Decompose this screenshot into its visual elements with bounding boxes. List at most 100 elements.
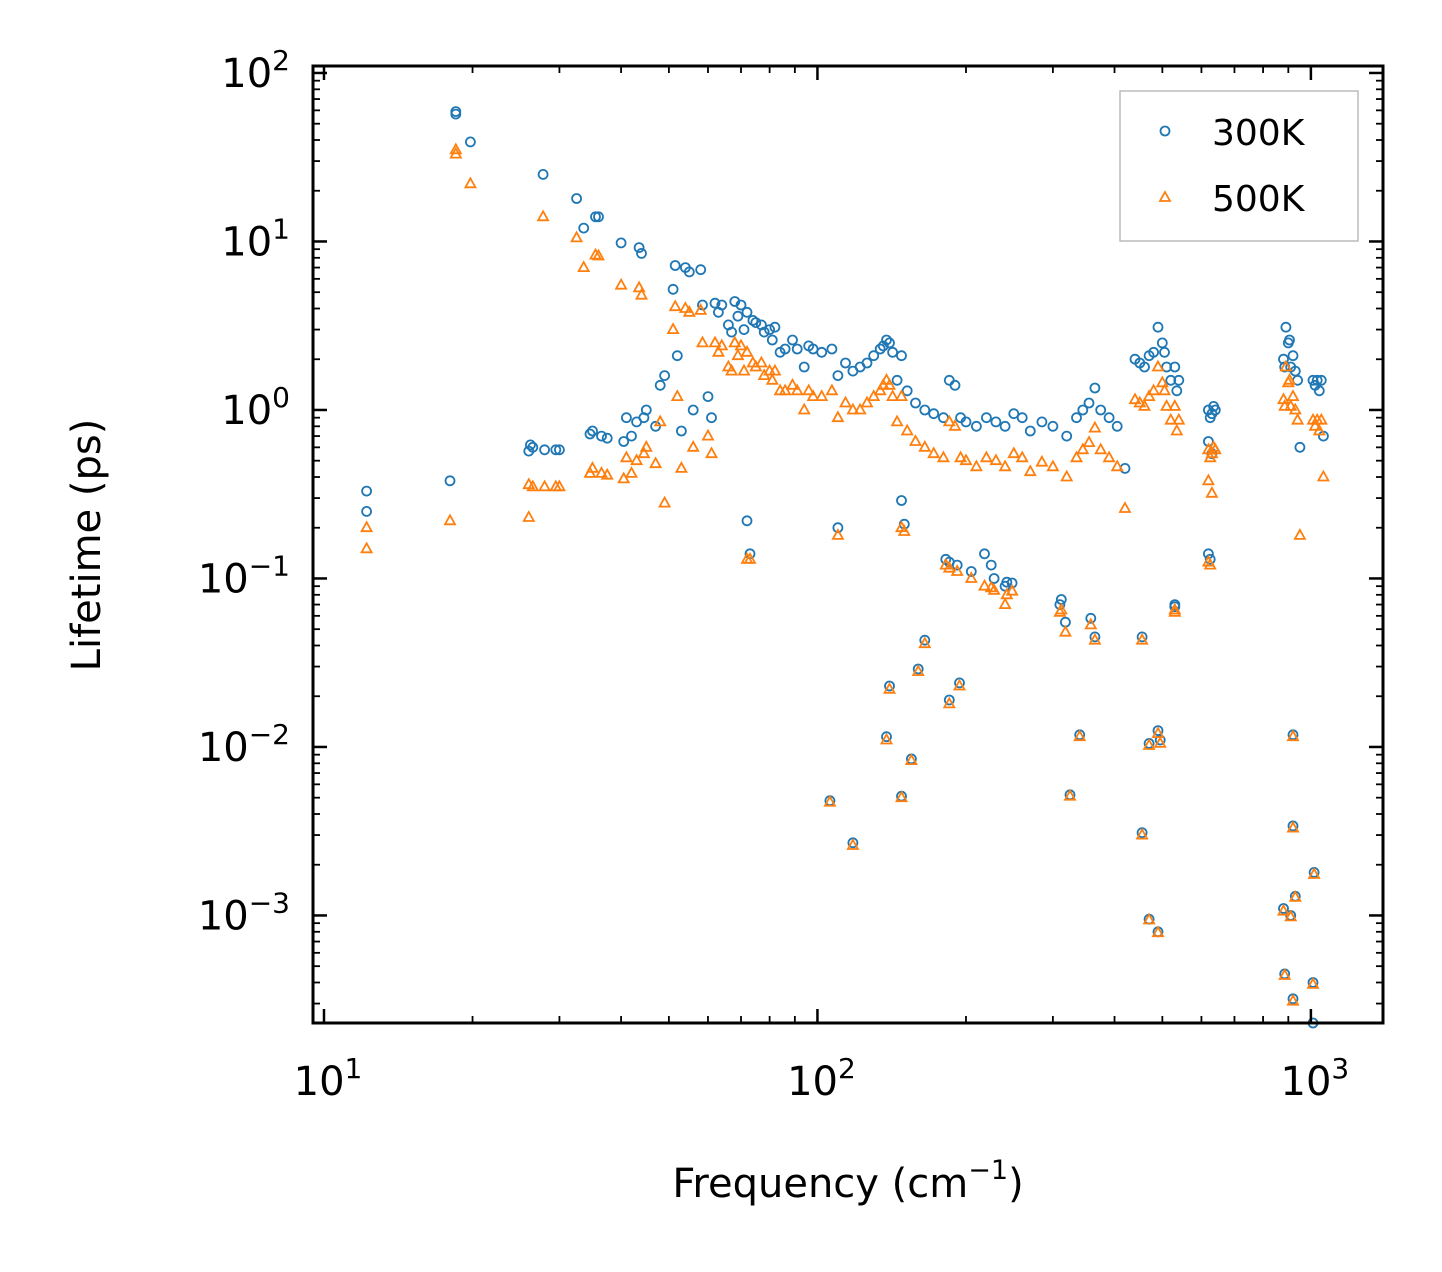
point-300K-79	[884, 337, 895, 349]
point-500K-159	[1005, 583, 1019, 596]
point-300K-146	[741, 515, 753, 527]
point-500K-116	[1155, 375, 1169, 388]
point-300K-21	[615, 237, 627, 249]
point-500K-177	[904, 753, 918, 765]
point-500K-10	[536, 209, 550, 222]
point-300K-32	[659, 370, 670, 382]
point-500K-4	[449, 146, 463, 159]
point-300K-71	[840, 357, 851, 369]
point-500K-184	[894, 790, 909, 803]
point-300K-93	[981, 412, 992, 424]
point-300K-22	[618, 436, 630, 447]
point-500K-9	[538, 479, 552, 492]
point-500K-136	[1286, 389, 1300, 402]
legend: 300K 500K	[1119, 90, 1359, 242]
point-300K-13	[571, 193, 582, 204]
point-300K-17	[590, 211, 601, 223]
point-300K-15	[584, 428, 596, 440]
point-300K-156	[985, 559, 997, 571]
point-500K-40	[694, 303, 708, 315]
point-500K-70	[831, 410, 845, 423]
point-500K-38	[682, 304, 696, 317]
point-500K-165	[1088, 632, 1102, 645]
point-500K-147	[743, 551, 757, 564]
point-500K-97	[1015, 450, 1029, 463]
x-axis-title: Frequency (cm−1)	[672, 1155, 1023, 1207]
point-300K-106	[1095, 404, 1107, 416]
point-500K-137	[1288, 402, 1302, 415]
point-500K-101	[1060, 469, 1074, 482]
point-500K-187	[1135, 827, 1149, 840]
point-300K-51	[735, 299, 747, 311]
y-tick-label: 10−2	[198, 718, 290, 771]
point-300K-164	[1085, 612, 1097, 624]
point-300K-31	[654, 379, 666, 391]
point-500K-36	[674, 461, 688, 473]
point-500K-43	[704, 446, 719, 459]
point-300K-10	[537, 168, 549, 180]
point-300K-97	[1016, 412, 1028, 424]
point-300K-176	[881, 731, 892, 743]
point-500K-68	[815, 389, 829, 402]
point-300K-81	[891, 374, 903, 386]
point-300K-19	[596, 430, 607, 442]
point-300K-91	[960, 416, 972, 428]
point-500K-5	[463, 176, 477, 189]
data-points-layer	[360, 106, 1330, 1029]
point-300K-77	[877, 340, 889, 352]
point-300K-8	[527, 441, 539, 453]
point-300K-63	[787, 334, 798, 346]
point-300K-136	[1287, 350, 1299, 362]
legend-marker-500K	[1158, 190, 1172, 202]
point-500K-194	[1151, 925, 1165, 938]
point-300K-1	[361, 505, 373, 517]
point-300K-43	[706, 412, 717, 424]
point-300K-54	[747, 314, 759, 326]
point-500K-96	[1007, 446, 1021, 459]
point-300K-39	[687, 404, 699, 416]
point-300K-166	[1136, 631, 1148, 643]
point-500K-188	[1286, 820, 1300, 833]
point-300K-75	[868, 350, 880, 362]
point-500K-49	[728, 335, 742, 348]
point-500K-28	[637, 446, 651, 459]
point-300K-142	[1311, 374, 1323, 386]
point-500K-141	[1308, 418, 1322, 431]
point-300K-76	[874, 343, 886, 355]
point-300K-149	[896, 495, 907, 506]
point-300K-148	[832, 522, 844, 534]
point-500K-25	[630, 453, 644, 466]
point-500K-82	[894, 389, 909, 402]
point-300K-62	[779, 343, 791, 355]
plot-frame	[311, 64, 1385, 1025]
point-300K-99	[1036, 416, 1048, 428]
x-tick-label: 102	[787, 1052, 856, 1105]
point-500K-196	[1286, 993, 1300, 1006]
point-500K-24	[624, 466, 639, 478]
point-500K-185	[1063, 788, 1077, 801]
point-500K-79	[882, 377, 897, 390]
point-500K-66	[802, 383, 816, 396]
point-500K-90	[954, 450, 968, 463]
point-500K-112	[1137, 399, 1152, 411]
point-300K-168	[1169, 601, 1181, 613]
point-500K-191	[1276, 903, 1291, 916]
point-500K-74	[860, 395, 874, 408]
point-500K-168	[1168, 604, 1182, 617]
point-500K-122	[1172, 412, 1186, 425]
point-500K-107	[1102, 450, 1116, 463]
point-300K-134	[1284, 334, 1295, 346]
point-500K-162	[1053, 604, 1067, 617]
y-tick-label: 100	[221, 381, 290, 434]
point-500K-85	[918, 439, 932, 452]
point-500K-53	[740, 344, 754, 357]
point-500K-106	[1094, 442, 1108, 455]
point-500K-93	[979, 450, 993, 463]
point-300K-2	[444, 475, 456, 487]
point-300K-11	[550, 444, 562, 456]
point-500K-115	[1151, 359, 1165, 372]
point-500K-109	[1118, 501, 1132, 513]
point-500K-132	[1279, 359, 1293, 372]
point-300K-96	[1008, 408, 1020, 420]
